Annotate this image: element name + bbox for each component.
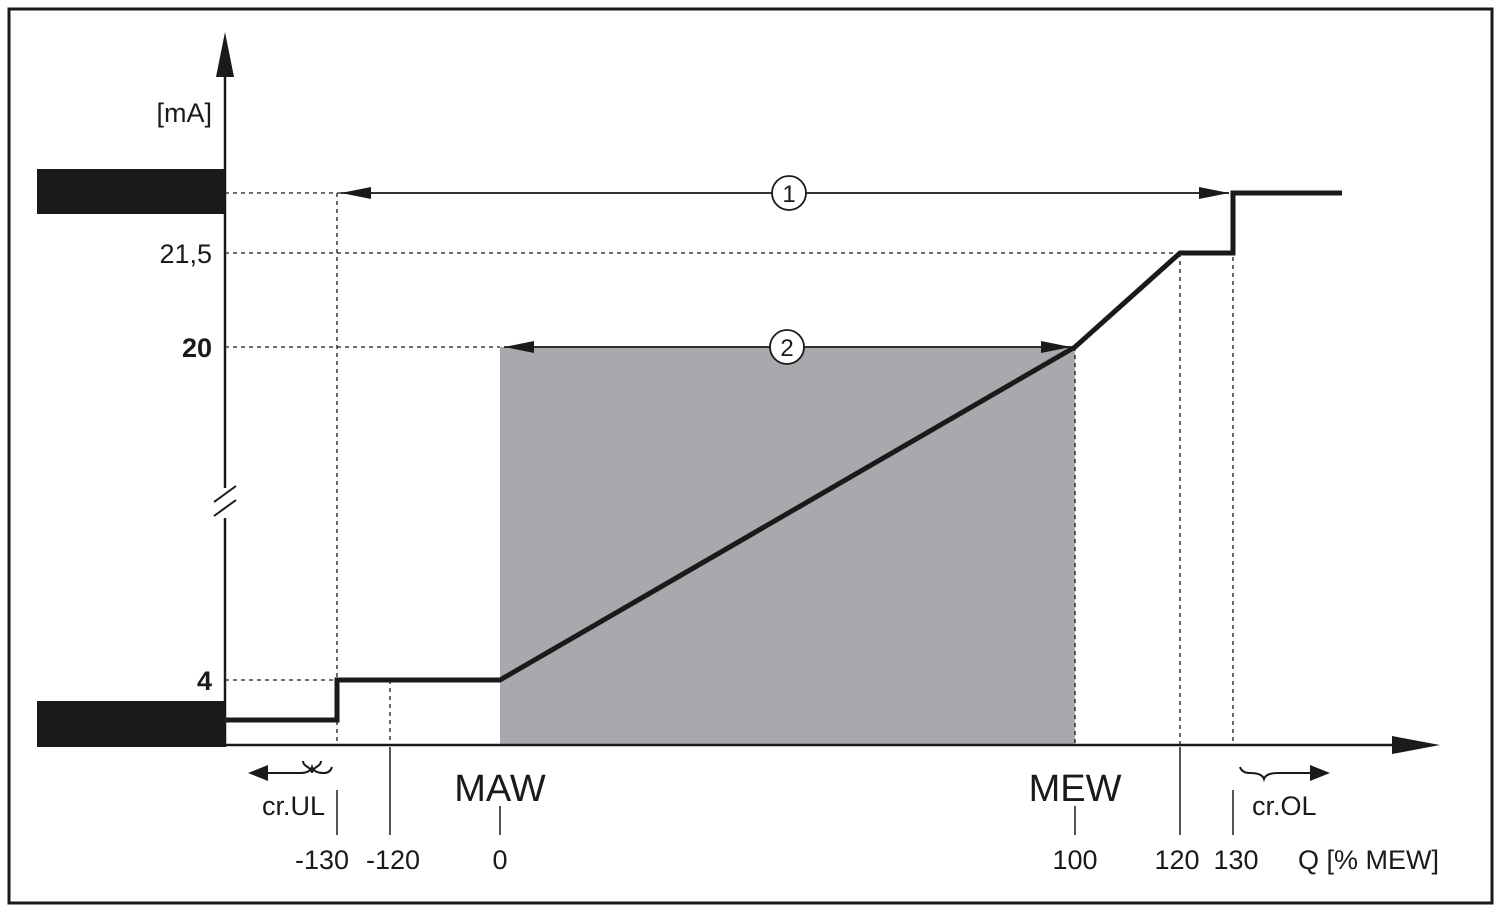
arrow-right-icon: [1310, 765, 1330, 781]
y-axis-unit: [mA]: [156, 98, 212, 128]
label-cr-ol: cr.OL: [1252, 791, 1317, 821]
y-axis-arrow-icon: [216, 32, 234, 77]
arrowhead-right-icon: [1041, 341, 1071, 353]
y-label-21-5: 21,5: [159, 239, 212, 269]
y-label-4: 4: [197, 666, 212, 696]
label-cr-ul: cr.UL: [262, 791, 325, 821]
axis-break-mark: [213, 485, 237, 503]
x-label-minus-130: -130: [295, 845, 349, 875]
label-mew: MEW: [1029, 768, 1122, 810]
arrow-left-icon: [248, 765, 268, 781]
arrowhead-left-icon: [341, 187, 371, 199]
axis-break-gap: [214, 488, 236, 518]
callout-2-circle: [769, 329, 805, 365]
x-label-130: 130: [1213, 845, 1258, 875]
axis-break-mark: [213, 499, 237, 517]
diagram-border: [7, 7, 1494, 905]
x-label-minus-120: -120: [366, 845, 420, 875]
x-axis-arrow-icon: [1392, 736, 1440, 754]
fault-signal-block-high: [37, 169, 225, 214]
label-maw: MAW: [454, 768, 546, 810]
brace-under-icon: [299, 763, 333, 775]
arrowhead-left-icon: [504, 341, 534, 353]
x-label-zero: 0: [492, 845, 507, 875]
brace-over-icon: [1239, 766, 1279, 783]
fault-signal-block-low: [37, 701, 225, 747]
x-label-hundred: 100: [1052, 845, 1097, 875]
callout-1-label: 1: [782, 181, 795, 208]
output-characteristic-curve: [225, 190, 1342, 723]
measuring-range-area: [500, 347, 1075, 745]
x-label-120: 120: [1154, 845, 1199, 875]
y-label-20: 20: [182, 333, 212, 363]
brace-icon: [302, 760, 322, 774]
arrowhead-right-icon: [1199, 187, 1229, 199]
callout-2-label: 2: [780, 335, 793, 362]
callout-1-circle: [771, 175, 807, 211]
x-axis-unit: Q [% MEW]: [1298, 845, 1439, 875]
